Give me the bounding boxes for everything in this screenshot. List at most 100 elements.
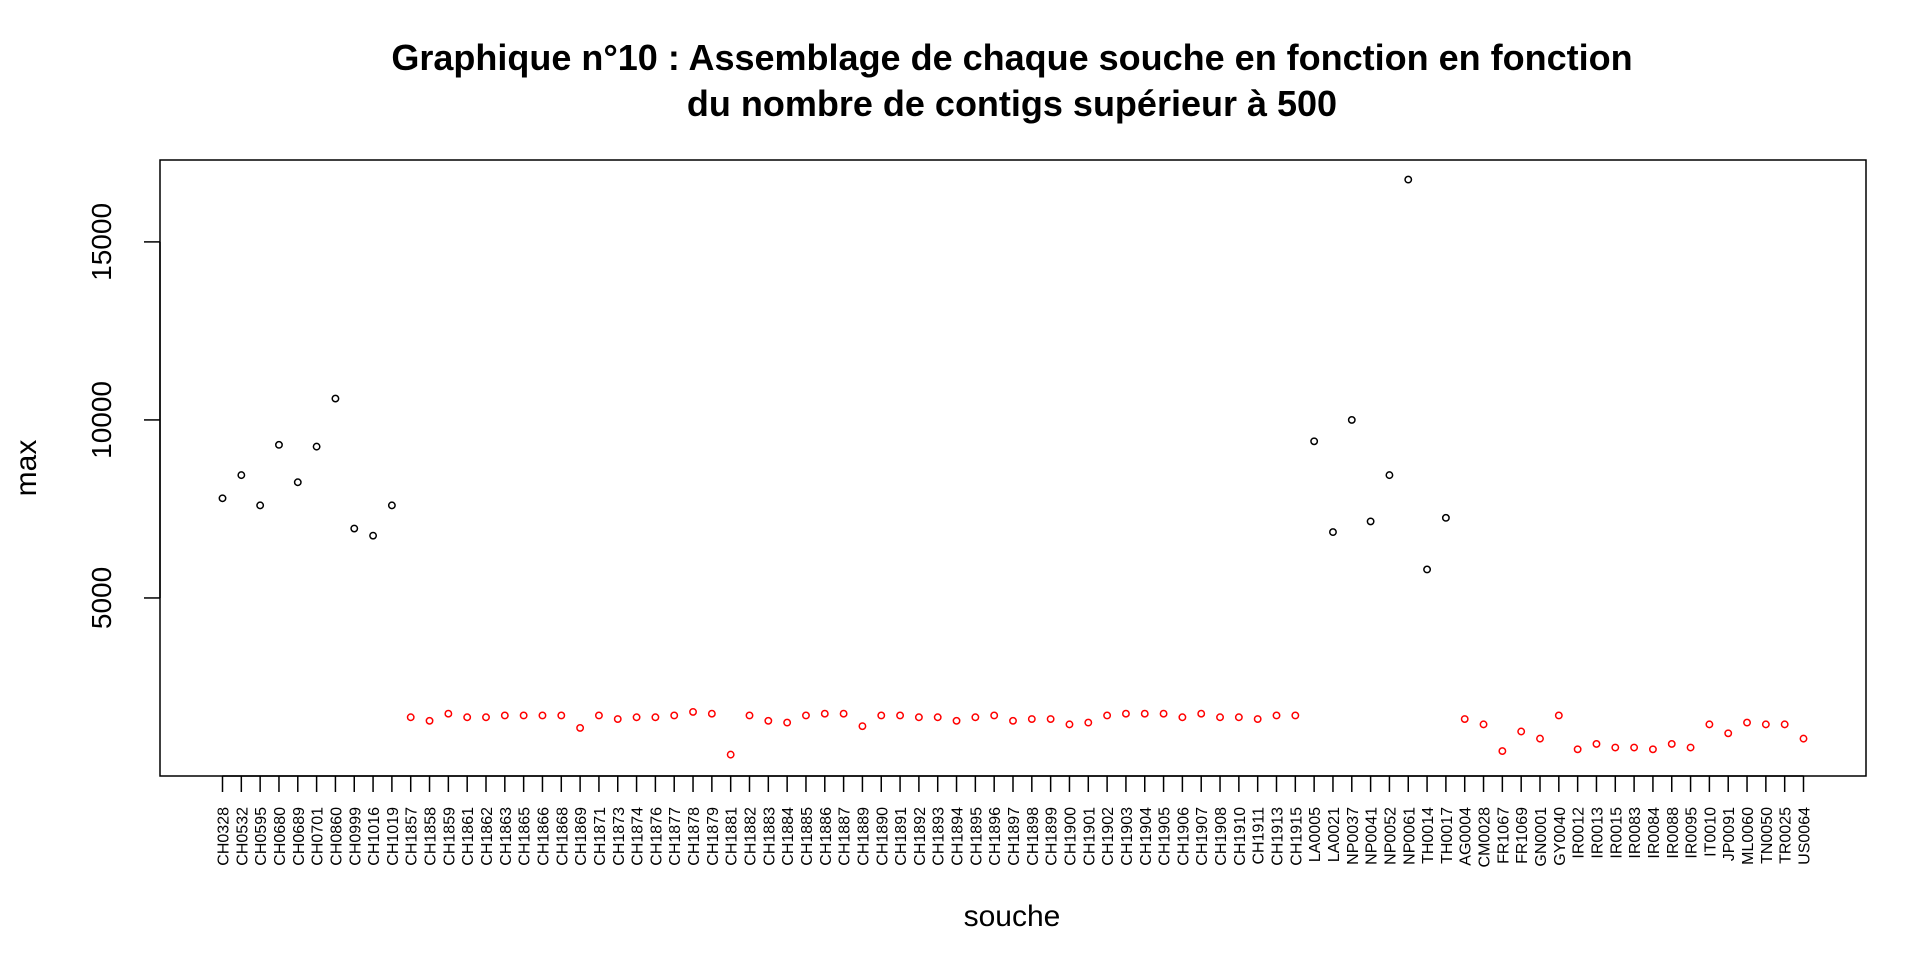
x-tick-label: CH1898	[1025, 807, 1042, 866]
x-tick-label: LA0005	[1307, 807, 1324, 862]
x-tick-label: CH1876	[648, 807, 665, 866]
x-tick-label: CH1884	[780, 807, 797, 866]
x-axis-label: souche	[964, 900, 1061, 933]
data-point	[670, 711, 679, 720]
x-tick-label: IR0012	[1571, 807, 1588, 859]
x-tick-label: NP0037	[1345, 807, 1362, 865]
data-point	[1009, 716, 1017, 725]
x-tick-label: CH1893	[931, 807, 948, 866]
data-point	[1611, 743, 1620, 752]
x-tick-label: CH0680	[272, 807, 289, 866]
x-tick-label: CH1903	[1119, 807, 1136, 866]
chart-title: Graphique n°10 : Assemblage de chaque so…	[391, 37, 1632, 78]
data-point	[1761, 720, 1770, 729]
x-tick-label: CH1887	[837, 807, 854, 866]
x-tick-label: CH1866	[535, 807, 552, 866]
x-tick-label: CH1908	[1213, 807, 1230, 866]
data-point	[1103, 711, 1112, 720]
x-tick-label: CH1897	[1006, 807, 1023, 866]
x-tick-label: CH0701	[310, 807, 327, 866]
data-point	[1178, 713, 1187, 722]
x-tick-label: CH0328	[216, 807, 233, 866]
y-tick-label: 15000	[86, 203, 117, 281]
data-point	[1780, 720, 1789, 729]
x-tick-label: CH1906	[1175, 807, 1192, 866]
x-axis: CH0328 CH0532 CH0595 CH0680 CH0689 CH0701 CH08…	[216, 775, 1814, 867]
x-tick-label: CH1913	[1270, 807, 1287, 866]
data-point	[764, 716, 773, 725]
data-point	[1724, 729, 1733, 738]
data-point	[594, 711, 603, 720]
x-tick-label: CH1885	[799, 807, 816, 866]
x-tick-label: FR1069	[1514, 807, 1531, 864]
x-tick-label: CH1889	[855, 807, 872, 866]
x-tick-label: CH1863	[498, 807, 515, 866]
data-point	[933, 713, 942, 722]
x-tick-label: CH1910	[1232, 807, 1249, 866]
x-tick-label: CH1877	[667, 807, 684, 866]
x-tick-label: CH1905	[1157, 807, 1174, 866]
x-tick-label: CH0595	[253, 807, 270, 866]
x-tick-label: TH0014	[1420, 807, 1437, 864]
data-point	[331, 394, 340, 403]
data-point	[538, 711, 547, 720]
x-tick-label: CH1907	[1194, 807, 1211, 866]
data-point	[1385, 471, 1394, 480]
x-tick-label: CH1883	[761, 807, 778, 866]
data-point	[425, 716, 434, 725]
data-point	[256, 501, 265, 510]
data-point	[576, 723, 585, 732]
data-point	[952, 716, 961, 725]
x-tick-label: CH1911	[1251, 807, 1268, 865]
x-tick-label: CH0689	[291, 807, 308, 866]
x-tick-label: FR1067	[1495, 807, 1512, 864]
data-point	[1329, 528, 1337, 537]
data-point	[1347, 415, 1356, 424]
data-points	[218, 175, 1808, 759]
x-tick-label: TH0017	[1439, 807, 1456, 864]
data-point	[896, 711, 905, 720]
x-tick-label: CH1862	[479, 807, 496, 866]
data-point	[1140, 709, 1149, 718]
x-tick-label: CH1865	[517, 807, 534, 866]
x-tick-label: NP0041	[1364, 807, 1381, 865]
x-tick-label: CH0999	[347, 807, 364, 866]
data-point	[444, 709, 453, 718]
x-tick-label: AG0004	[1458, 807, 1475, 866]
data-point	[1084, 718, 1093, 727]
data-point	[1366, 517, 1375, 526]
data-point	[237, 471, 246, 480]
x-tick-label: CH1915	[1288, 807, 1305, 866]
x-tick-label: JP0091	[1721, 807, 1738, 861]
data-point	[275, 440, 283, 449]
data-point	[689, 707, 697, 716]
data-point	[1705, 720, 1714, 729]
x-tick-label: CH1904	[1138, 807, 1155, 866]
data-point	[519, 711, 528, 720]
x-tick-label: GY0040	[1552, 807, 1569, 866]
data-point	[820, 709, 829, 718]
data-point	[1554, 711, 1563, 720]
x-tick-label: CH0860	[328, 807, 345, 866]
data-point	[971, 713, 980, 722]
data-point	[783, 718, 792, 727]
data-point	[218, 494, 227, 503]
x-tick-label: CH1902	[1100, 807, 1117, 866]
x-tick-label: IR0015	[1608, 807, 1625, 859]
data-point	[312, 442, 321, 451]
x-tick-label: NP0052	[1382, 807, 1399, 865]
x-tick-label: CH1900	[1062, 807, 1079, 866]
y-tick-label: 5000	[86, 567, 117, 629]
plot-frame	[159, 159, 1867, 777]
data-point	[1423, 565, 1432, 574]
data-point	[1799, 734, 1808, 743]
x-tick-label: TR0025	[1778, 807, 1795, 864]
x-tick-label: CH1886	[818, 807, 835, 866]
x-tick-label: CH1890	[874, 807, 891, 866]
x-tick-label: CH1894	[950, 807, 967, 866]
x-tick-label: IR0084	[1646, 807, 1663, 859]
data-point	[858, 722, 867, 731]
data-point	[1667, 740, 1676, 748]
data-point	[1046, 715, 1055, 723]
